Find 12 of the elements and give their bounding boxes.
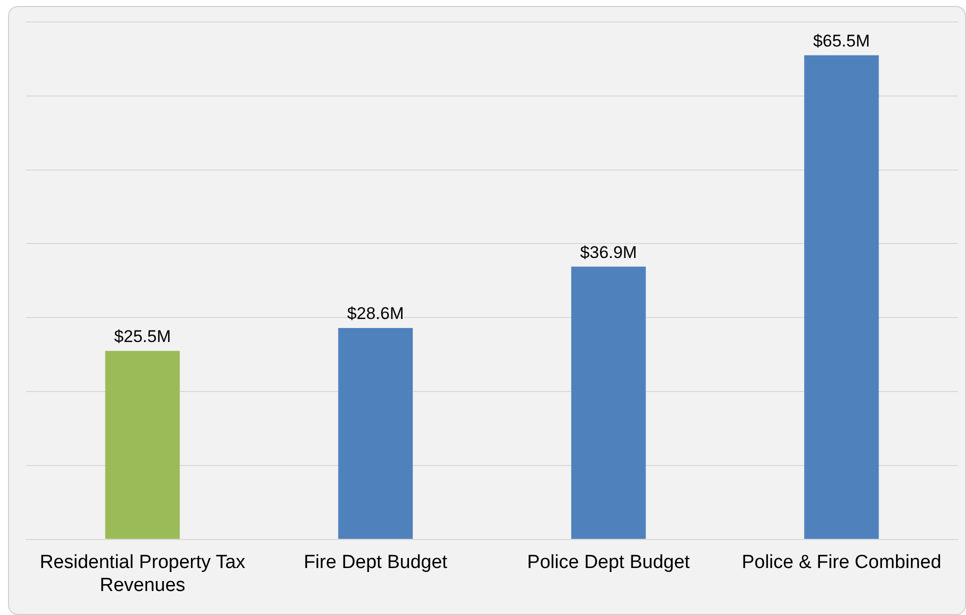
x-tick-label: Residential Property Tax Revenues [40, 552, 246, 596]
bar [338, 328, 413, 539]
data-label: $36.9M [580, 242, 637, 262]
bar [571, 266, 646, 539]
x-tick-label: Police & Fire Combined [742, 552, 942, 574]
bar [804, 55, 879, 539]
data-label: $65.5M [813, 31, 870, 50]
x-tick-label: Police Dept Budget [527, 552, 691, 574]
bar [105, 350, 180, 539]
x-tick-label: Fire Dept Budget [304, 552, 448, 574]
data-label: $25.5M [114, 327, 171, 346]
data-label: $28.6M [347, 304, 404, 324]
